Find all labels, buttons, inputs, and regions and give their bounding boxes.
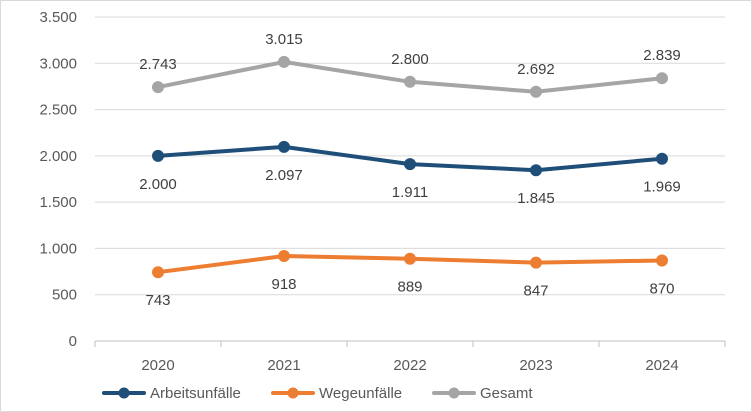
y-tick-label: 0 <box>69 333 77 350</box>
legend-label: Wegeunfälle <box>319 385 402 402</box>
data-point <box>404 75 416 88</box>
data-label: 918 <box>271 276 296 293</box>
data-point <box>656 72 668 85</box>
data-label: 743 <box>145 292 170 309</box>
x-tick-label: 2021 <box>267 357 300 374</box>
data-label: 2.743 <box>139 56 177 73</box>
data-point <box>530 164 542 177</box>
data-label: 2.692 <box>517 61 555 78</box>
data-point <box>152 81 164 94</box>
data-point <box>278 140 290 153</box>
x-tick-label: 2022 <box>393 357 426 374</box>
data-point <box>656 254 668 267</box>
y-tick-label: 1.500 <box>39 194 77 211</box>
data-label: 1.969 <box>643 179 681 196</box>
data-point <box>530 256 542 269</box>
data-label: 847 <box>523 283 548 300</box>
legend-marker <box>287 387 299 399</box>
data-point <box>278 250 290 263</box>
legend-marker <box>448 387 460 399</box>
legend-label: Gesamt <box>480 385 533 402</box>
legend-marker <box>118 387 130 399</box>
y-tick-label: 500 <box>52 287 77 304</box>
x-tick-label: 2023 <box>519 357 552 374</box>
data-label: 2.839 <box>643 47 681 64</box>
data-point <box>278 55 290 68</box>
y-tick-label: 3.000 <box>39 55 77 72</box>
y-tick-label: 2.500 <box>39 102 77 119</box>
data-point <box>404 158 416 171</box>
data-point <box>530 85 542 98</box>
data-point <box>404 252 416 265</box>
data-label: 889 <box>397 279 422 296</box>
data-label: 2.000 <box>139 176 177 193</box>
data-label: 870 <box>649 280 674 297</box>
legend-label: Arbeitsunfälle <box>150 385 241 402</box>
data-label: 1.911 <box>392 184 428 201</box>
y-tick-label: 1.000 <box>39 240 77 257</box>
y-tick-label: 3.500 <box>39 9 77 26</box>
y-tick-label: 2.000 <box>39 148 77 165</box>
x-tick-label: 2024 <box>645 357 678 374</box>
data-point <box>152 149 164 162</box>
data-label: 3.015 <box>265 31 303 48</box>
data-label: 2.097 <box>265 167 303 184</box>
data-point <box>656 152 668 165</box>
x-tick-label: 2020 <box>141 357 174 374</box>
data-label: 1.845 <box>517 190 555 207</box>
data-point <box>152 266 164 279</box>
data-label: 2.800 <box>391 51 429 68</box>
